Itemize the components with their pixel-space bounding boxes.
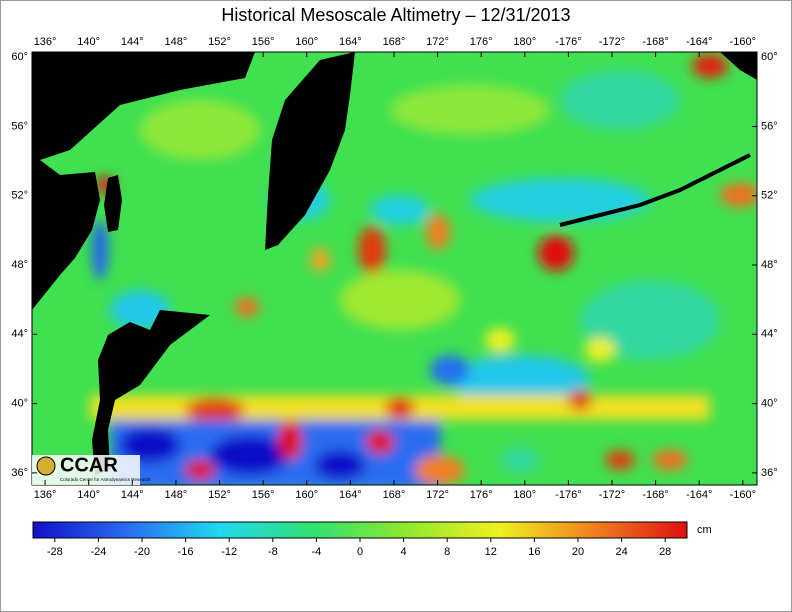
lat-label-right: 44° xyxy=(761,328,778,340)
lon-label-bottom: 140° xyxy=(77,489,100,501)
ssh-field xyxy=(32,52,757,485)
colorbar-label: -24 xyxy=(90,546,106,558)
lon-label-top: 180° xyxy=(513,36,536,48)
lat-label-right: 52° xyxy=(761,190,778,202)
lat-label-left: 44° xyxy=(11,328,28,340)
lon-label-bottom: 152° xyxy=(208,489,231,501)
colorbar-label: 16 xyxy=(528,546,540,558)
lon-label-top: 164° xyxy=(339,36,362,48)
lon-label-bottom: 148° xyxy=(165,489,188,501)
colorbar-label: 4 xyxy=(401,546,407,558)
colorbar-label: -8 xyxy=(268,546,278,558)
lon-label-top: 156° xyxy=(252,36,275,48)
lon-label-top: 140° xyxy=(77,36,100,48)
lon-label-top: 172° xyxy=(426,36,449,48)
lat-label-left: 48° xyxy=(11,259,28,271)
lat-label-left: 40° xyxy=(11,398,28,410)
lon-label-top: -176° xyxy=(555,36,581,48)
lon-label-bottom: -168° xyxy=(642,489,668,501)
lon-label-top: -160° xyxy=(730,36,756,48)
lon-label-top: -168° xyxy=(642,36,668,48)
lat-label-left: 56° xyxy=(11,120,28,132)
lat-label-right: 56° xyxy=(761,120,778,132)
title: Historical Mesoscale Altimetry – 12/31/2… xyxy=(221,5,570,25)
colorbar-label: -20 xyxy=(134,546,150,558)
colorbar-label: -4 xyxy=(312,546,322,558)
colorbar-label: 0 xyxy=(357,546,363,558)
lon-label-top: 144° xyxy=(121,36,144,48)
lon-label-top: 136° xyxy=(34,36,57,48)
lon-label-bottom: -164° xyxy=(686,489,712,501)
lon-label-bottom: 156° xyxy=(252,489,275,501)
lat-label-right: 36° xyxy=(761,467,778,479)
lat-label-right: 48° xyxy=(761,259,778,271)
colorbar-unit: cm xyxy=(697,524,712,536)
lat-label-right: 60° xyxy=(761,51,778,63)
colorbar-label: 8 xyxy=(444,546,450,558)
lon-label-top: -172° xyxy=(599,36,625,48)
lat-label-left: 60° xyxy=(11,51,28,63)
lat-label-right: 40° xyxy=(761,398,778,410)
lon-label-top: 168° xyxy=(383,36,406,48)
colorbar-label: 12 xyxy=(485,546,497,558)
colorbar-label: 24 xyxy=(615,546,627,558)
lon-label-bottom: -160° xyxy=(730,489,756,501)
lon-label-bottom: 136° xyxy=(34,489,57,501)
lon-label-top: 176° xyxy=(470,36,493,48)
lon-label-bottom: 172° xyxy=(426,489,449,501)
lon-label-top: -164° xyxy=(686,36,712,48)
lon-label-top: 160° xyxy=(295,36,318,48)
lon-label-bottom: 164° xyxy=(339,489,362,501)
colorbar-label: -28 xyxy=(47,546,63,558)
lon-label-bottom: 168° xyxy=(383,489,406,501)
colorbar-label: -16 xyxy=(178,546,194,558)
lat-label-left: 36° xyxy=(11,467,28,479)
logo-subtitle: Colorado Center for Astrodynamics Resear… xyxy=(60,477,151,482)
lon-label-top: 148° xyxy=(165,36,188,48)
colorbar-label: 28 xyxy=(659,546,671,558)
colorbar-label: -12 xyxy=(221,546,237,558)
logo: CCAR Colorado Center for Astrodynamics R… xyxy=(32,454,151,485)
lon-label-bottom: 176° xyxy=(470,489,493,501)
map-border xyxy=(31,51,758,486)
lon-label-bottom: -176° xyxy=(555,489,581,501)
lon-label-top: 152° xyxy=(208,36,231,48)
lon-label-bottom: 180° xyxy=(513,489,536,501)
lon-label-bottom: 144° xyxy=(121,489,144,501)
colorbar xyxy=(32,521,688,539)
lon-label-bottom: -172° xyxy=(599,489,625,501)
lon-label-bottom: 160° xyxy=(295,489,318,501)
logo-name: CCAR xyxy=(60,454,118,476)
colorbar-label: 20 xyxy=(572,546,584,558)
lat-label-left: 52° xyxy=(11,190,28,202)
